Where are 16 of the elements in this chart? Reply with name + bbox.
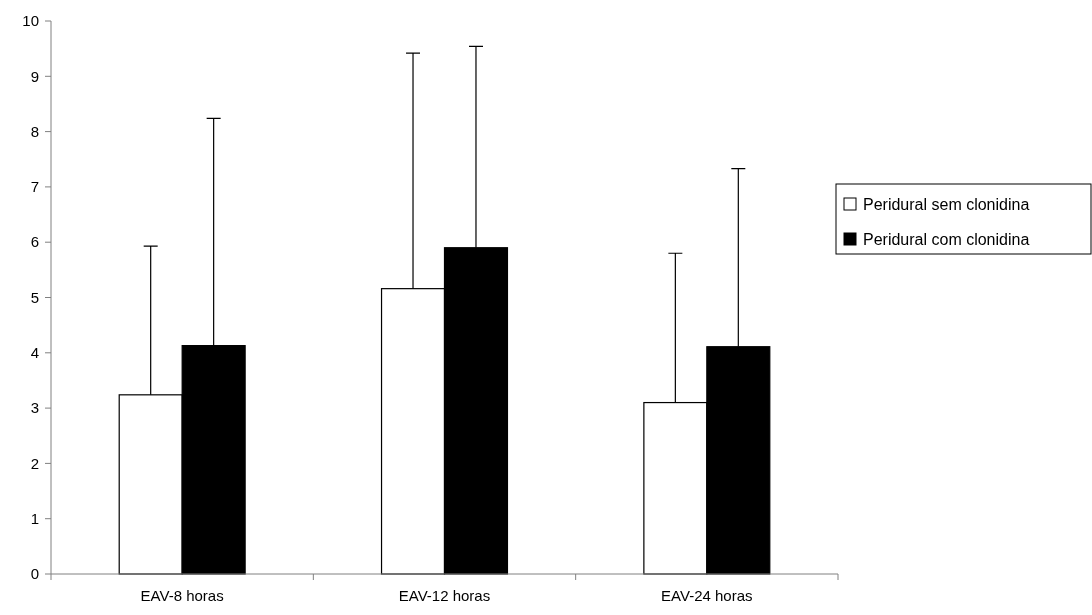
- x-tick-label: EAV-8 horas: [140, 587, 224, 604]
- y-tick-label: 9: [30, 67, 39, 85]
- y-tick-label: 1: [30, 509, 39, 527]
- y-tick-label: 5: [30, 288, 39, 306]
- y-tick-label: 3: [30, 399, 39, 417]
- x-tick-label: EAV-24 horas: [661, 587, 753, 604]
- y-tick-label: 4: [30, 344, 39, 362]
- y-tick-label: 2: [30, 454, 39, 472]
- legend-label: Peridural sem clonidina: [863, 195, 1030, 213]
- y-tick-label: 10: [22, 12, 39, 30]
- y-tick-label: 8: [30, 122, 39, 140]
- y-tick-label: 7: [30, 178, 39, 196]
- y-tick-label: 6: [30, 233, 39, 251]
- y-tick-label: 0: [30, 565, 39, 583]
- legend-label: Peridural com clonidina: [863, 230, 1030, 248]
- x-tick-label: EAV-12 horas: [398, 587, 491, 604]
